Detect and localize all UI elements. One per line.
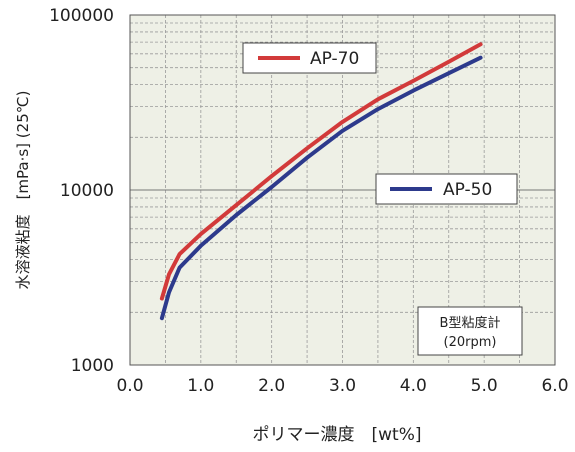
measurement-note-line1: B型粘度計 [440,315,501,331]
measurement-note-box [417,306,523,356]
x-tick-label: 1.0 [187,376,214,396]
y-tick-label: 100000 [49,6,114,26]
plot-frame [129,14,556,366]
x-tick-label: 2.0 [258,376,285,396]
y-axis-title: 水溶液粘度 [mPa·s] (25℃) [14,91,32,290]
series-lines [159,42,483,321]
measurement-note-line2: (20rpm) [444,335,497,350]
x-tick-label: 3.0 [329,376,356,396]
x-tick-label: 4.0 [400,376,427,396]
x-axis-title: ポリマー濃度 [wt%] [253,425,422,445]
legend-ap70: AP-70 [242,42,377,74]
legend-ap50-label: AP-50 [443,180,492,200]
x-tick-label: 5.0 [471,376,498,396]
x-tick-labels: 0.0 1.0 2.0 3.0 4.0 5.0 6.0 [116,376,568,396]
x-tick-label: 0.0 [116,376,143,396]
measurement-note: B型粘度計 (20rpm) [417,306,523,356]
series-line-ap-70 [159,42,483,301]
y-tick-labels: 1000 10000 100000 [49,6,114,376]
y-tick-label: 10000 [60,181,114,201]
x-tick-label: 6.0 [541,376,568,396]
y-tick-label: 1000 [71,356,114,376]
series-line-ap-50 [159,55,483,321]
legend-ap50: AP-50 [375,173,518,205]
legend-ap70-label: AP-70 [310,49,359,69]
